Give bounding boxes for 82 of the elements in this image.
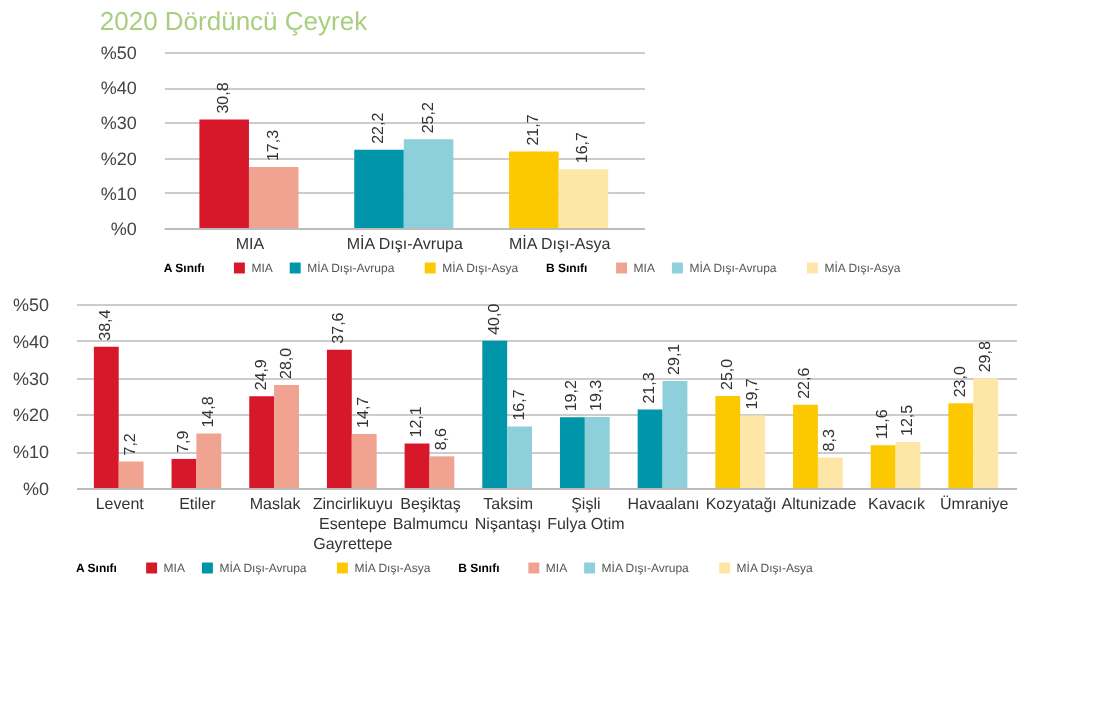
x-tick-label: MİA Dışı-Avrupa [346, 235, 464, 253]
bar [895, 442, 921, 488]
x-tick-label: Maslak [249, 495, 303, 513]
data-label: 8,3 [820, 428, 839, 452]
y-tick-label: %40 [12, 331, 49, 352]
bar [973, 378, 999, 488]
y-tick-label: %30 [12, 368, 49, 389]
x-tick-label: Zincirlikuyu Esentepe Gayrettepe [312, 495, 394, 553]
bar [351, 433, 377, 488]
data-label: 38,4 [96, 308, 115, 341]
y-tick-label: %30 [100, 113, 137, 134]
data-label: 22,6 [795, 366, 814, 399]
x-tick-label: MİA Dışı-Asya [508, 235, 612, 253]
data-label: 19,3 [587, 378, 606, 411]
data-label: 14,8 [198, 395, 217, 428]
data-label: 40,0 [484, 302, 503, 335]
data-label: 19,2 [562, 379, 581, 412]
data-label: 17,3 [263, 128, 282, 162]
data-label: 21,7 [523, 113, 542, 146]
x-tick-label: MIA [235, 235, 266, 253]
x-tick-label: Taksim Nişantaşı [474, 495, 542, 533]
y-tick-label: %10 [12, 442, 49, 463]
bar [118, 461, 144, 488]
bar [249, 396, 275, 488]
bar [171, 458, 197, 488]
y-tick-label: %50 [12, 295, 49, 315]
bar [870, 445, 896, 488]
bar [740, 415, 766, 488]
x-tick-label: Havaalanı [627, 495, 700, 513]
data-label: 14,7 [354, 395, 373, 428]
bar [404, 443, 430, 488]
data-label: 11,6 [873, 408, 892, 440]
data-label: 7,9 [173, 429, 192, 453]
data-label: 8,6 [431, 427, 450, 451]
x-tick-label: Ümraniye [940, 495, 1010, 513]
data-label: 12,5 [898, 403, 917, 436]
data-label: 22,2 [369, 111, 388, 144]
y-tick-label: %10 [100, 183, 137, 204]
bar [817, 457, 843, 488]
y-tick-label: %20 [12, 405, 49, 426]
bar [326, 349, 352, 488]
data-label: 28,0 [276, 346, 295, 379]
bar [637, 409, 663, 488]
bar [948, 403, 974, 488]
x-tick-label: Etiler [179, 495, 217, 513]
data-label: 29,8 [975, 340, 994, 373]
data-label: 16,7 [509, 388, 528, 421]
x-tick-label: Altunizade [781, 495, 858, 513]
bar [507, 426, 533, 488]
bar [196, 433, 222, 488]
x-tick-label: Kozyatağı [705, 495, 777, 513]
data-label: 24,9 [251, 358, 270, 391]
data-label: 19,7 [742, 377, 761, 410]
bar [482, 340, 508, 488]
data-label: 29,1 [664, 342, 683, 375]
data-label: 37,6 [329, 311, 348, 344]
y-tick-label: %40 [100, 78, 137, 99]
chart-title: 2020 Dördüncü Çeyrek [99, 6, 369, 36]
x-tick-label: Levent [95, 495, 146, 513]
y-tick-label: %0 [110, 219, 137, 239]
bar [274, 384, 299, 488]
data-label: 23,0 [950, 365, 969, 398]
bar [715, 396, 741, 488]
data-label: 16,7 [573, 130, 592, 164]
x-tick-label: Beşiktaş Balmumcu [392, 495, 469, 533]
y-tick-label: %20 [100, 148, 137, 169]
x-tick-label: Kavacık [868, 495, 928, 513]
data-label: 7,2 [121, 432, 140, 456]
bar [559, 417, 585, 488]
data-label: 30,8 [214, 81, 233, 114]
x-tick-label: Şişli Fulya Otim [547, 495, 626, 533]
bar [584, 416, 610, 488]
data-label: 25,2 [418, 101, 437, 134]
bar [93, 346, 119, 488]
y-tick-label: %50 [100, 43, 137, 63]
data-label: 25,0 [717, 357, 736, 390]
bar [429, 456, 455, 488]
data-label: 21,3 [640, 371, 659, 404]
data-label: 12,1 [407, 405, 426, 438]
bar [662, 380, 688, 488]
bar [793, 404, 818, 488]
y-tick-label: %0 [22, 479, 49, 499]
